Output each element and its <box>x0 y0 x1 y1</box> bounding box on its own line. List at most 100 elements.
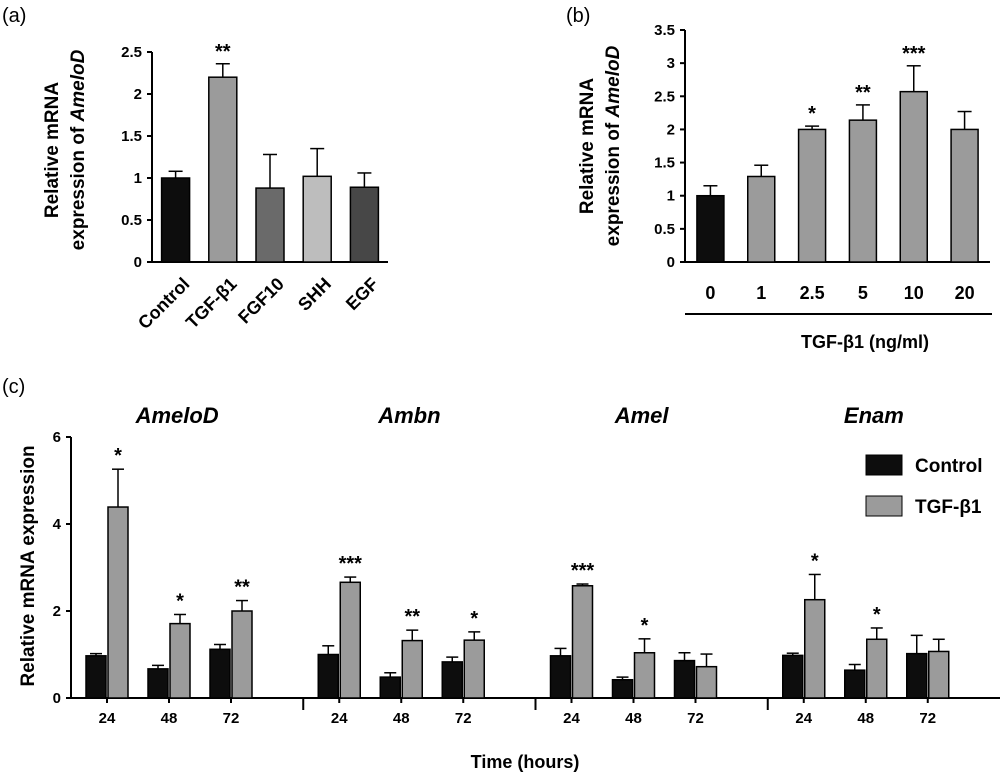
panel-c-bar-control <box>906 652 928 699</box>
panel-c-time-label: 72 <box>455 710 472 727</box>
panel-c-time-label: 72 <box>687 710 704 727</box>
panel-a-y-tick-label: 1.5 <box>121 128 142 145</box>
panel-c-time-label: 24 <box>795 710 812 727</box>
panel-c-significance: * <box>470 608 478 630</box>
panel-a-category-label: EGF <box>342 274 382 314</box>
panel-a-label: (a) <box>2 5 26 27</box>
panel-a-ylabel-line1: Relative mRNA <box>42 82 63 218</box>
panel-b-category-label: 2.5 <box>800 283 825 303</box>
panel-c-time-label: 24 <box>563 710 580 727</box>
panel-a-y-tick-label: 0 <box>134 254 142 271</box>
panel-b-significance: *** <box>902 43 926 65</box>
panel-b-y-tick-label: 1 <box>667 188 675 205</box>
panel-b-category-label: 20 <box>955 283 975 303</box>
panel-a-y-tick-label: 2 <box>134 86 142 103</box>
panel-c-significance: *** <box>339 553 363 575</box>
panel-c-bar-tgf <box>231 610 253 699</box>
panel-c-time-label: 48 <box>161 710 178 727</box>
panel-c-y-tick-label: 0 <box>53 690 61 707</box>
panel-c-y-tick-label: 6 <box>53 429 61 446</box>
panel-c-chart: 0246AmeloD*24*48**72Ambn***24**48*72Amel… <box>53 403 1000 727</box>
panel-c-y-tick-label: 4 <box>53 516 62 533</box>
panel-c-significance: * <box>114 445 122 467</box>
panel-c-significance: * <box>811 550 819 572</box>
panel-c-bar-tgf <box>571 585 594 699</box>
panel-c-bar-control <box>209 648 231 699</box>
panel-c-time-label: 72 <box>919 710 936 727</box>
panel-b-y-tick-label: 3 <box>667 55 675 72</box>
panel-c-time-label: 48 <box>393 710 410 727</box>
panel-c-bar-control <box>85 655 107 699</box>
panel-a-y-tick-label: 1 <box>134 170 142 187</box>
panel-b-chart: 0 0.5 1 1.5 2 2.5 3 3.5 0 1 * 2.5 ** 5 *** 10 20 <box>654 22 990 303</box>
panel-b-y-tick-label: 1.5 <box>654 155 675 172</box>
legend-swatch-tgf <box>865 495 903 517</box>
panel-b-ylabel-prefix: expression of <box>603 117 624 246</box>
panel-c-bar-tgf <box>169 622 191 699</box>
panel-a-category-label: SHH <box>294 274 335 315</box>
panel-c-gene-label: AmeloD <box>135 403 219 428</box>
panel-b-bar <box>747 175 776 263</box>
panel-a-category-label: TGF-β1 <box>182 274 241 333</box>
panel-b-bar <box>696 194 725 263</box>
panel-b-category-label: 10 <box>904 283 924 303</box>
legend-label-tgf: TGF-β1 <box>915 497 982 518</box>
panel-a-y-tick-label: 0.5 <box>121 212 142 229</box>
panel-a-ylabel-prefix: expression of <box>68 121 89 250</box>
legend-swatch-control <box>865 454 903 476</box>
panel-b-category-label: 0 <box>705 283 715 303</box>
panel-c-bar-tgf <box>866 638 888 699</box>
panel-c-bar-control <box>317 653 339 699</box>
panel-c-bar-tgf <box>107 506 129 699</box>
panel-c-bar-control <box>673 659 696 699</box>
panel-a-bar <box>255 187 285 263</box>
panel-a-bar <box>349 186 380 263</box>
panel-b-y-tick-label: 3.5 <box>654 22 675 39</box>
panel-a-bar <box>160 177 191 263</box>
panel-c-bar-control <box>379 676 401 699</box>
panel-c-bar-control <box>611 678 634 699</box>
panel-a-bar <box>302 175 332 263</box>
panel-a-category-label: FGF10 <box>234 274 288 328</box>
panel-b-significance: * <box>808 103 816 125</box>
panel-b-bar <box>950 128 979 263</box>
panel-a-bar <box>208 76 238 263</box>
panel-c-time-label: 24 <box>331 710 348 727</box>
panel-b-ylabel-line2: expression of AmeloD <box>603 45 624 246</box>
panel-c-bar-control <box>147 668 169 699</box>
panel-b-bar <box>899 90 928 263</box>
panel-c-time-label: 48 <box>625 710 642 727</box>
panel-b-xlabel: TGF-β1 (ng/ml) <box>801 332 929 352</box>
panel-c-bar-tgf <box>463 639 485 699</box>
panel-b-category-label: 1 <box>756 283 766 303</box>
panel-a-ylabel-gene: AmeloD <box>68 49 89 122</box>
panel-b-y-tick-label: 0.5 <box>654 221 675 238</box>
panel-c-bar-tgf <box>695 665 718 699</box>
panel-c-gene-label: Amel <box>614 403 670 428</box>
panel-c-significance: ** <box>404 606 420 628</box>
panel-c-significance: ** <box>234 577 250 599</box>
panel-b-y-tick-label: 2 <box>667 121 675 138</box>
panel-c-legend: Control TGF-β1 <box>865 454 983 518</box>
panel-c-significance: * <box>176 590 184 612</box>
legend-label-control: Control <box>915 456 983 477</box>
panel-b-bar <box>797 128 827 263</box>
panel-b-category-label: 5 <box>858 283 868 303</box>
panel-c-bar-tgf <box>804 598 826 699</box>
panel-a-significance: ** <box>215 41 231 63</box>
panel-c-significance: * <box>641 615 649 637</box>
panel-c-ylabel: Relative mRNA expression <box>18 445 39 686</box>
panel-c-bar-control <box>441 661 463 699</box>
panel-a-y-tick-label: 2.5 <box>121 44 142 61</box>
panel-c-xlabel: Time (hours) <box>471 752 580 772</box>
panel-c-significance: *** <box>571 560 595 582</box>
panel-c-bar-control <box>549 655 572 699</box>
panel-c-bar-control <box>844 669 866 699</box>
panel-c-gene-label: Enam <box>844 403 904 428</box>
panel-b-significance: ** <box>855 82 871 104</box>
panel-c-bar-tgf <box>401 639 423 699</box>
panel-c-label: (c) <box>2 376 25 398</box>
panel-c-time-label: 24 <box>99 710 116 727</box>
panel-c-bar-tgf <box>928 650 950 699</box>
